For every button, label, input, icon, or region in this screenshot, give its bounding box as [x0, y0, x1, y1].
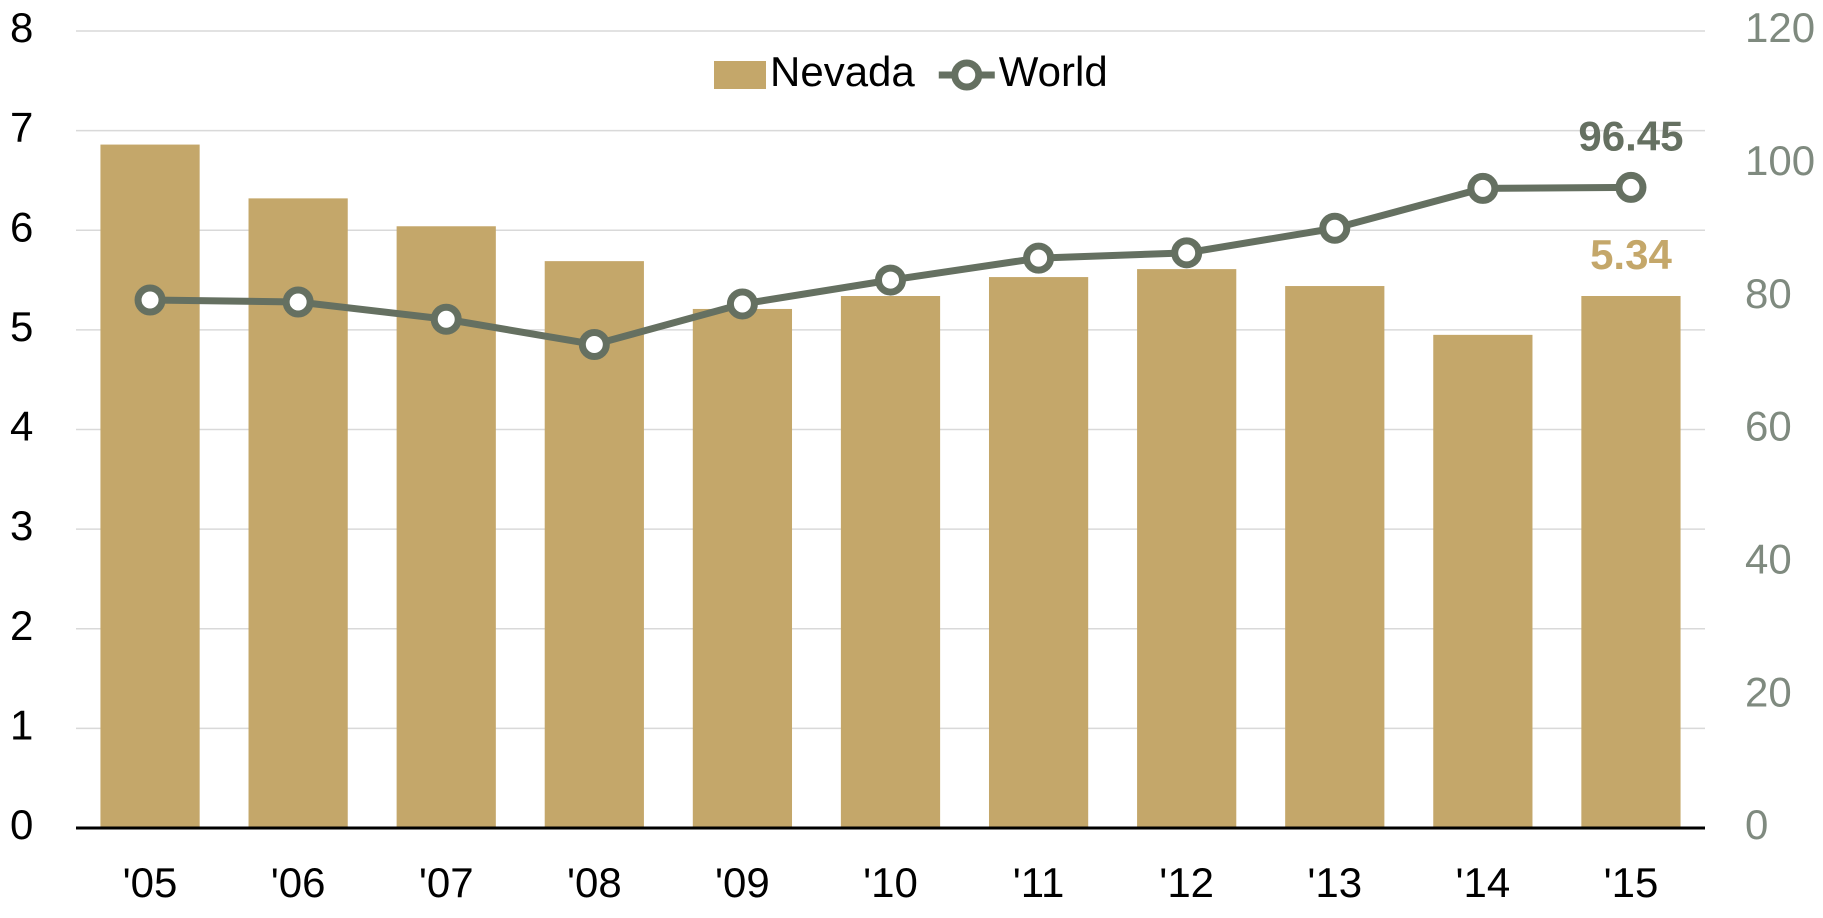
y2-tick-label: 60	[1745, 403, 1792, 450]
legend-label: Nevada	[770, 48, 915, 95]
line-marker	[1615, 171, 1647, 203]
x-tick-label: '11	[1013, 859, 1065, 906]
data-label: 5.34	[1590, 231, 1672, 278]
bar	[1137, 269, 1237, 828]
y-tick-label: 7	[10, 104, 33, 151]
x-tick-label: '07	[419, 859, 474, 906]
line-marker	[1467, 172, 1499, 204]
data-label: 96.45	[1578, 113, 1683, 160]
x-tick-label: '14	[1455, 859, 1510, 906]
line-marker	[430, 303, 462, 335]
y-tick-label: 1	[10, 701, 33, 748]
y2-tick-label: 20	[1745, 668, 1792, 715]
x-tick-label: '12	[1159, 859, 1214, 906]
line-marker	[1023, 242, 1055, 274]
line-marker	[1171, 237, 1203, 269]
line-marker	[282, 286, 314, 318]
y-tick-label: 8	[10, 4, 33, 51]
x-tick-label: '15	[1604, 859, 1659, 906]
bar	[840, 296, 941, 828]
x-tick-label: '06	[271, 859, 326, 906]
line-marker	[1319, 212, 1351, 244]
y-tick-label: 0	[10, 801, 33, 848]
y2-tick-label: 100	[1745, 137, 1815, 184]
y-tick-label: 3	[10, 502, 33, 549]
bar	[1285, 286, 1385, 828]
y2-tick-label: 40	[1745, 535, 1792, 582]
y2-tick-label: 80	[1745, 270, 1792, 317]
y2-tick-label: 120	[1745, 4, 1815, 51]
line-marker	[578, 328, 610, 360]
line-marker	[134, 284, 166, 316]
y-tick-label: 2	[10, 602, 33, 649]
line-marker	[875, 264, 906, 296]
bar	[692, 308, 793, 828]
x-tick-label: '09	[715, 859, 770, 906]
bar	[988, 277, 1089, 829]
bar	[1581, 296, 1681, 828]
x-tick-label: '08	[567, 859, 622, 906]
bar	[100, 144, 200, 828]
y-tick-label: 5	[10, 303, 33, 350]
line-marker	[726, 288, 758, 320]
legend-label: World	[999, 48, 1108, 95]
y2-tick-label: 0	[1745, 801, 1768, 848]
bar	[1433, 334, 1533, 828]
x-tick-label: '05	[123, 859, 178, 906]
y-tick-label: 6	[10, 203, 33, 250]
x-tick-label: '13	[1307, 859, 1362, 906]
y-tick-label: 4	[10, 403, 33, 450]
legend-swatch	[951, 59, 983, 91]
legend-swatch	[714, 61, 766, 89]
x-tick-label: '10	[863, 859, 918, 906]
